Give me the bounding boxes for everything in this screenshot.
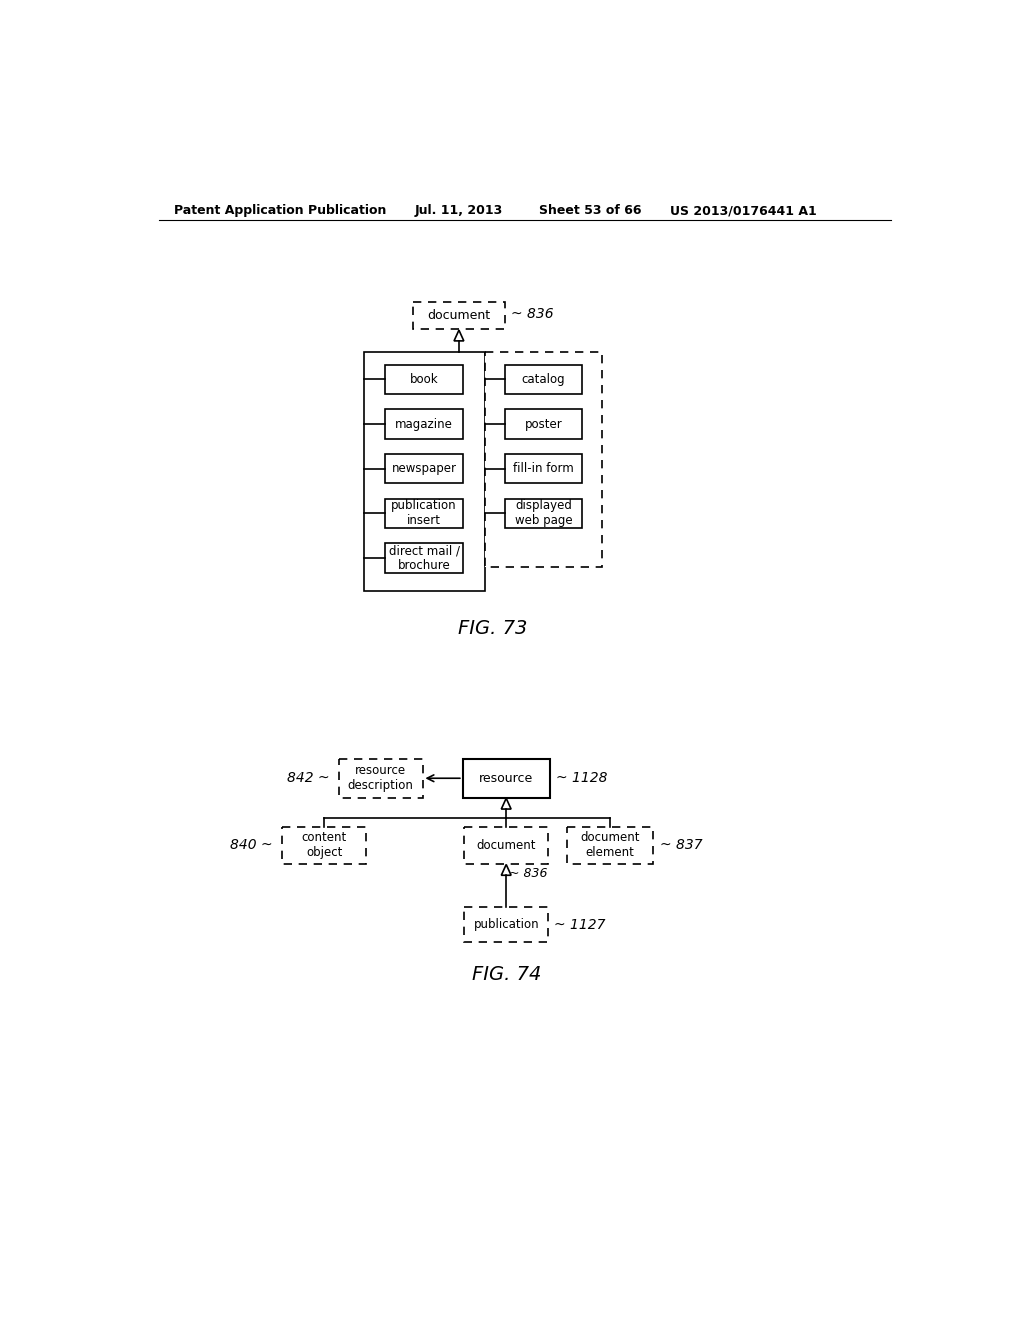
Text: ~ 836: ~ 836 [509, 867, 548, 880]
Bar [385, 544, 463, 573]
Text: 842 ~: 842 ~ [287, 771, 330, 785]
Bar [505, 499, 583, 528]
Bar [484, 352, 602, 566]
Text: poster: poster [524, 417, 562, 430]
Bar [463, 759, 550, 797]
Text: 840 ~: 840 ~ [230, 838, 273, 853]
Bar [365, 352, 484, 591]
Text: ~ 837: ~ 837 [659, 838, 702, 853]
Text: displayed
web page: displayed web page [515, 499, 572, 528]
Text: book: book [410, 372, 438, 385]
Text: ~ 1127: ~ 1127 [554, 917, 606, 932]
Text: Sheet 53 of 66: Sheet 53 of 66 [539, 205, 641, 218]
Bar [505, 454, 583, 483]
Bar [566, 826, 653, 863]
Text: document
element: document element [581, 832, 640, 859]
Bar [385, 499, 463, 528]
Bar [464, 826, 548, 863]
Text: document: document [427, 309, 490, 322]
Text: FIG. 73: FIG. 73 [458, 619, 527, 638]
Text: Jul. 11, 2013: Jul. 11, 2013 [415, 205, 503, 218]
Text: fill-in form: fill-in form [513, 462, 573, 475]
Text: magazine: magazine [395, 417, 453, 430]
Text: catalog: catalog [521, 372, 565, 385]
Text: content
object: content object [301, 832, 347, 859]
Bar [385, 409, 463, 438]
Text: US 2013/0176441 A1: US 2013/0176441 A1 [671, 205, 817, 218]
Text: document: document [476, 838, 536, 851]
Text: publication: publication [473, 917, 539, 931]
Text: newspaper: newspaper [391, 462, 457, 475]
Text: resource
description: resource description [348, 764, 414, 792]
Bar [414, 302, 505, 330]
Bar [505, 364, 583, 395]
Text: direct mail /
brochure: direct mail / brochure [388, 544, 460, 572]
Text: ~ 1128: ~ 1128 [556, 771, 607, 785]
Text: publication
insert: publication insert [391, 499, 457, 528]
Bar [385, 454, 463, 483]
Bar [505, 409, 583, 438]
Bar [385, 364, 463, 395]
Text: FIG. 74: FIG. 74 [471, 965, 541, 985]
Bar [464, 907, 548, 942]
Text: resource: resource [479, 772, 534, 785]
Bar [283, 826, 366, 863]
Text: Patent Application Publication: Patent Application Publication [174, 205, 387, 218]
Text: ~ 836: ~ 836 [511, 308, 554, 321]
Bar [339, 759, 423, 797]
